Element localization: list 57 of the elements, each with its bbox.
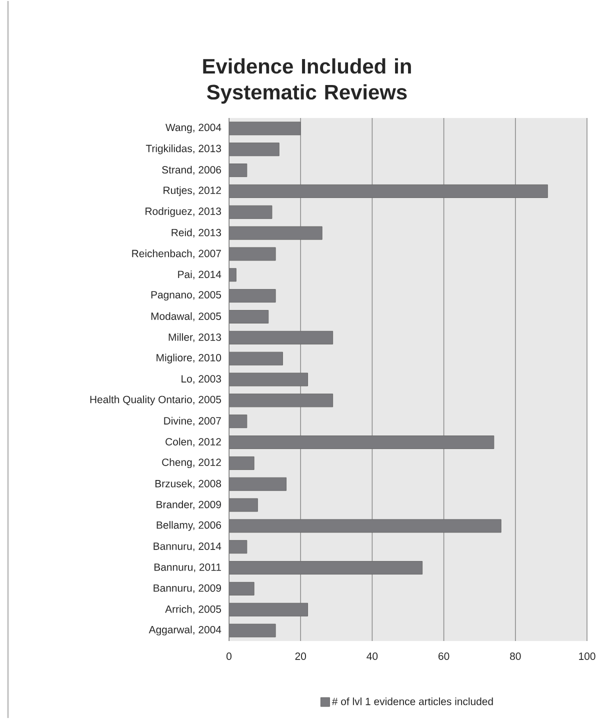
bar	[229, 142, 280, 156]
y-tick-label: Modawal, 2005	[151, 312, 222, 322]
y-tick-label: Colen, 2012	[166, 438, 221, 447]
x-tick-label: 80	[510, 652, 521, 660]
bar	[229, 372, 308, 386]
y-tick-label: Rodriguez, 2013	[146, 207, 221, 218]
x-tick-label: 40	[366, 652, 378, 660]
y-tick-label: Reichenbach, 2007	[132, 250, 221, 258]
y-tick-label: Strand, 2006	[162, 166, 222, 175]
y-tick-label: Cheng, 2012	[162, 458, 221, 468]
y-tick-label: Lo, 2003	[182, 375, 222, 384]
bar	[229, 414, 248, 428]
x-tick-label: 100	[579, 652, 596, 660]
y-tick-label: Brzusek, 2008	[155, 480, 222, 489]
y-tick-label: Bannuru, 2011	[154, 563, 221, 572]
y-tick-label: Bannuru, 2014	[154, 542, 222, 552]
bar	[229, 226, 322, 240]
y-tick-label: Divine, 2007	[164, 416, 221, 426]
bar	[229, 519, 502, 533]
y-tick-label: Health Quality Ontario, 2005	[90, 396, 222, 406]
bar	[229, 164, 248, 178]
bar	[229, 602, 308, 616]
bar	[229, 624, 276, 638]
bar	[229, 289, 276, 303]
bar	[229, 456, 254, 470]
bar	[229, 582, 254, 596]
chart-title: Evidence Included in Systematic Reviews	[203, 58, 411, 104]
bar	[229, 205, 272, 219]
y-tick-label: Aggarwal, 2004	[148, 626, 222, 636]
bar	[229, 122, 301, 136]
y-tick-label: Bannuru, 2009	[154, 584, 221, 594]
y-tick-label: Bellamy, 2006	[156, 521, 222, 531]
y-tick-label: Rutjes, 2012	[164, 186, 221, 196]
y-tick-label: Wang, 2004	[166, 124, 222, 134]
y-tick-label: Miller, 2013	[168, 333, 222, 342]
bar	[229, 184, 548, 198]
bar	[229, 561, 423, 575]
bar	[229, 394, 334, 408]
x-tick-label: 20	[295, 652, 306, 660]
y-tick-label: Arrich, 2005	[165, 605, 222, 614]
bar	[229, 330, 334, 344]
bar	[229, 540, 248, 554]
bar	[229, 310, 269, 324]
y-tick-label: Trigkilidas, 2013	[146, 144, 221, 154]
bar	[229, 498, 258, 512]
y-tick-label: Migliore, 2010	[156, 354, 222, 364]
bar	[229, 352, 283, 366]
y-tick-label: Reid, 2013	[172, 228, 221, 238]
bar	[229, 477, 287, 491]
x-tick-label: 0	[226, 652, 232, 660]
y-tick-label: Pagnano, 2005	[151, 291, 222, 301]
legend-label: # of lvl 1 evidence articles included	[332, 697, 493, 706]
y-tick-label: Brander, 2009	[156, 500, 221, 510]
bar	[229, 436, 494, 450]
x-tick-label: 60	[438, 652, 450, 660]
y-tick-label: Pai, 2014	[178, 270, 222, 280]
bar	[229, 247, 276, 261]
